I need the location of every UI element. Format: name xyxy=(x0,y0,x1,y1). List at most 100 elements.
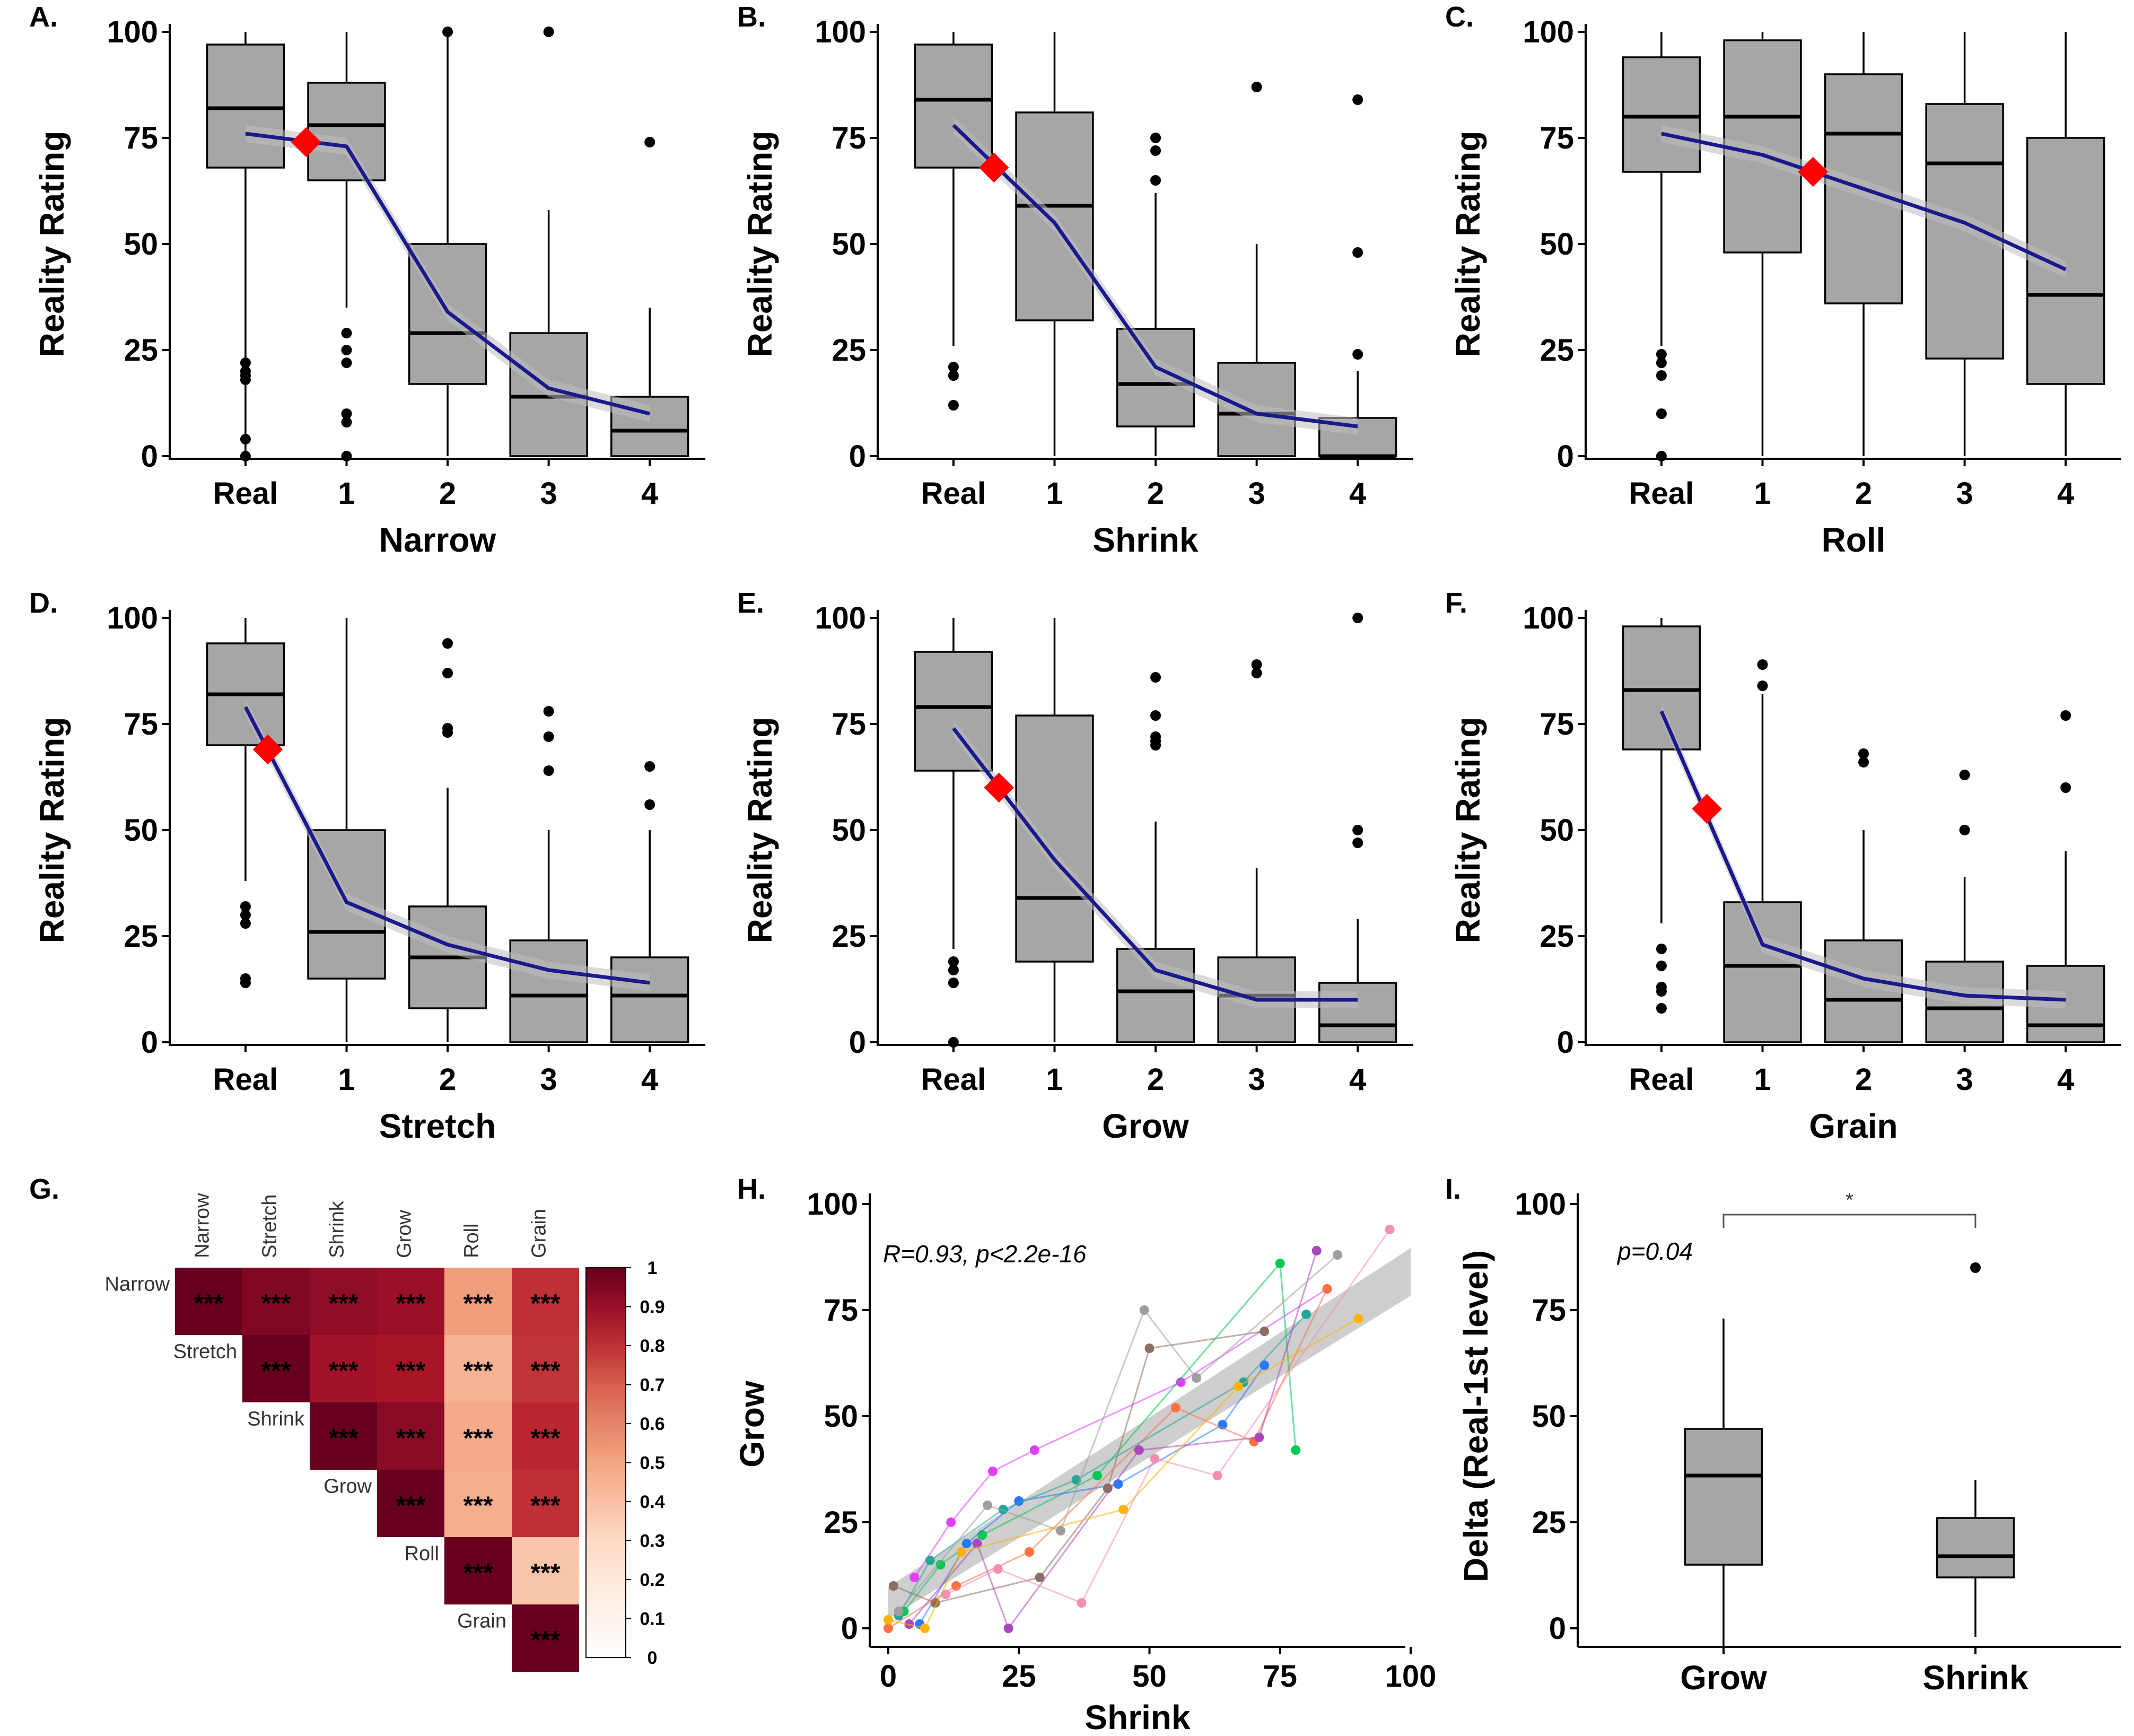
outlier-point xyxy=(1656,961,1667,971)
confidence-band xyxy=(953,117,1358,435)
scatter-point xyxy=(1118,1505,1129,1514)
x-tick-label: Real xyxy=(213,476,278,511)
panel-label: D. xyxy=(29,587,58,619)
y-tick-label: 50 xyxy=(124,813,158,848)
significance-stars: *** xyxy=(261,1290,291,1318)
panel-i: I. 0 25 50 75 100 Grow Shrink * p=0.04 Delta (Real… xyxy=(1445,1173,2121,1697)
scatter-point xyxy=(983,1501,993,1510)
heatmap-cell xyxy=(444,1470,512,1537)
significance-stars: *** xyxy=(261,1357,291,1385)
heatmap-cell xyxy=(175,1268,242,1335)
y-tick-label: 100 xyxy=(1515,1187,1566,1222)
x-tick-label: 2 xyxy=(1147,476,1164,511)
scatter-point xyxy=(1192,1373,1202,1383)
y-tick-label: 0 xyxy=(1557,1025,1574,1060)
p-value-annotation: p=0.04 xyxy=(1616,1237,1693,1265)
outlier-point xyxy=(240,366,251,377)
significance-stars: *** xyxy=(530,1492,560,1520)
outlier-point xyxy=(1352,838,1363,848)
x-tick-label: 1 xyxy=(338,1062,355,1097)
column-label: Stretch xyxy=(259,1194,281,1258)
box xyxy=(1824,939,1903,1043)
scatter-point xyxy=(993,1564,1003,1574)
subject-line xyxy=(898,1313,1307,1616)
outlier-point xyxy=(1757,659,1768,670)
significance-stars: *** xyxy=(194,1290,223,1318)
scatter-point xyxy=(1333,1250,1343,1260)
confidence-band xyxy=(1661,125,2066,278)
significance-stars: *** xyxy=(463,1559,493,1587)
x-tick-label: 3 xyxy=(1248,1062,1265,1097)
x-tick-label: Real xyxy=(1629,1062,1694,1097)
significance-stars: *** xyxy=(530,1559,560,1587)
heatmap-cell xyxy=(512,1268,579,1335)
outlier-point xyxy=(240,434,251,444)
row-label: Shrink xyxy=(247,1408,305,1430)
panel-label: C. xyxy=(1445,1,1474,33)
x-tick-label: 1 xyxy=(1046,476,1063,511)
significance-stars: *** xyxy=(463,1290,493,1318)
panel-f: F. 0 25 50 75 100 Real 1 2 3 4 Grain Reality Rating xyxy=(1445,587,2121,1145)
outlier-point xyxy=(948,400,959,411)
panel-b: B. 0 25 50 75 100 Real 1 2 3 4 Shrink Reality Rating xyxy=(737,1,1413,559)
y-tick-label: 50 xyxy=(832,813,866,848)
x-tick-label: Shrink xyxy=(1922,1659,2028,1697)
outlier-point xyxy=(1251,668,1262,678)
outlier-point xyxy=(341,408,352,419)
y-tick-label: 50 xyxy=(1540,227,1574,261)
y-tick-label: 75 xyxy=(824,1293,858,1328)
scatter-point xyxy=(1092,1471,1102,1480)
y-tick-label: 25 xyxy=(1540,919,1574,954)
panel-label: I. xyxy=(1445,1173,1461,1205)
colorbar-tick-label: 0.6 xyxy=(640,1414,664,1434)
scatter-point xyxy=(1260,1360,1270,1370)
heatmap-cell xyxy=(444,1268,512,1335)
outlier-point xyxy=(1656,982,1667,992)
box xyxy=(610,956,689,1043)
heatmap-cell xyxy=(242,1335,310,1402)
scatter-point xyxy=(988,1467,998,1476)
threshold-marker xyxy=(1692,793,1722,824)
y-tick-label: 100 xyxy=(1523,601,1574,635)
y-tick-label: 50 xyxy=(1532,1399,1566,1434)
scatter-point xyxy=(1385,1225,1395,1234)
scatter-point xyxy=(956,1547,966,1557)
outlier-point xyxy=(1150,175,1161,186)
box xyxy=(1622,56,1701,173)
trend-line xyxy=(952,124,1358,429)
row-label: Grain xyxy=(457,1610,506,1633)
y-axis-label: Reality Rating xyxy=(33,131,71,357)
outlier-point xyxy=(2060,710,2071,721)
outlier-point xyxy=(341,417,352,428)
outlier-point xyxy=(948,1037,959,1048)
outlier-point xyxy=(341,328,352,338)
outlier-point xyxy=(240,910,251,920)
y-tick-label: 100 xyxy=(815,601,866,635)
x-tick-label: Real xyxy=(921,1062,986,1097)
significance-bracket xyxy=(1722,1214,1976,1228)
outlier-point xyxy=(442,27,453,37)
outlier-point xyxy=(442,723,453,734)
y-tick-label: 75 xyxy=(124,707,158,741)
significance-stars: *** xyxy=(530,1425,560,1453)
panel-label: H. xyxy=(737,1173,766,1205)
panel-label: B. xyxy=(737,1,766,33)
outlier-point xyxy=(442,668,453,678)
box xyxy=(1723,901,1802,1043)
threshold-marker xyxy=(978,152,1009,183)
panel-e: E. 0 25 50 75 100 Real 1 2 3 4 Grow Reality Rating xyxy=(737,587,1413,1145)
colorbar xyxy=(585,1267,626,1658)
x-axis-label: Shrink xyxy=(1092,521,1199,559)
outlier-point xyxy=(948,956,959,967)
significance-stars: *** xyxy=(530,1357,560,1385)
scatter-point xyxy=(1233,1382,1243,1391)
y-tick-label: 100 xyxy=(107,601,158,635)
colorbar-tick-label: 0.4 xyxy=(640,1492,664,1512)
outlier-point xyxy=(1150,145,1161,156)
outlier-point xyxy=(1352,247,1363,258)
x-tick-label: 1 xyxy=(1754,476,1771,511)
significance-stars: *** xyxy=(396,1357,425,1385)
scatter-point xyxy=(1139,1305,1149,1315)
x-tick-label: 3 xyxy=(1956,1062,1973,1097)
x-axis-label: Grow xyxy=(1102,1107,1189,1145)
